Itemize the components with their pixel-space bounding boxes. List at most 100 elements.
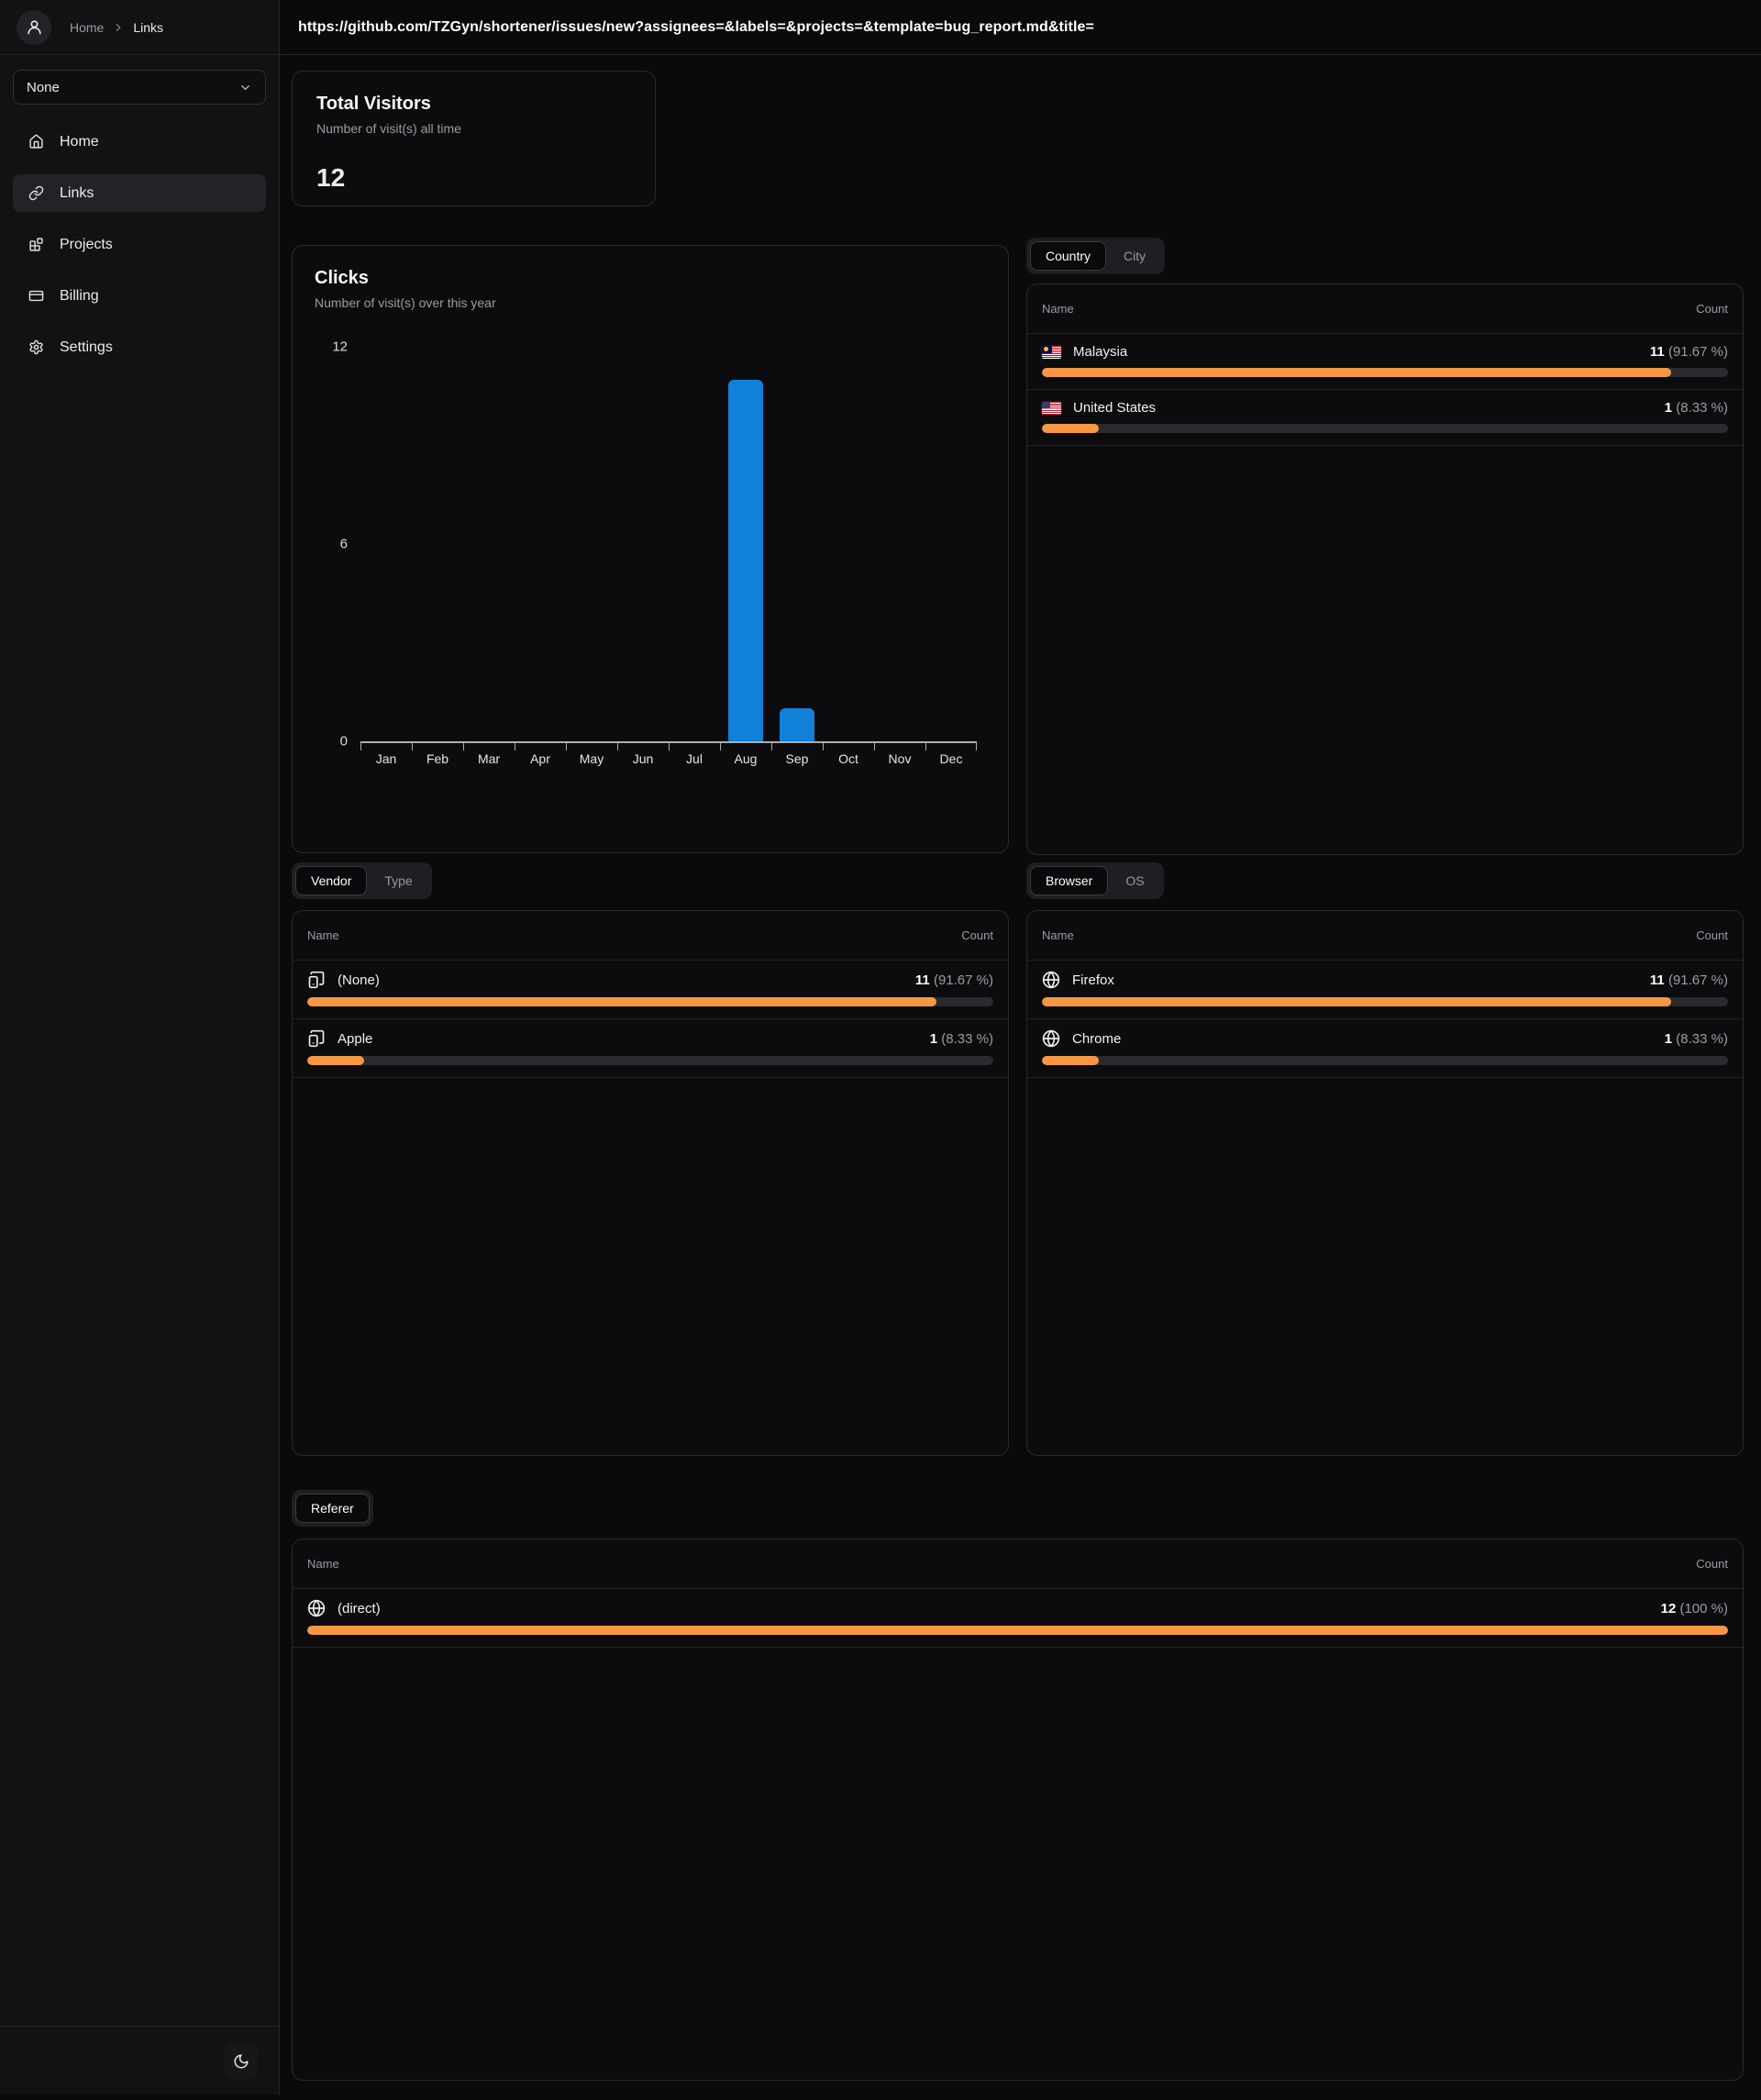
bar-sep: [780, 708, 814, 741]
tab-country[interactable]: Country: [1030, 241, 1107, 271]
progress-track: [307, 997, 993, 1006]
table-row: Apple 1 (8.33 %): [293, 1019, 1008, 1078]
chart-bar-slot: [669, 347, 720, 741]
clicks-subtitle: Number of visit(s) over this year: [315, 295, 496, 310]
x-tick-label: May: [566, 743, 617, 766]
row-count: 11 (91.67 %): [1649, 344, 1728, 360]
row-count: 11 (91.67 %): [914, 972, 993, 988]
breadcrumb: Home Links: [70, 20, 163, 35]
user-avatar-button[interactable]: [17, 9, 51, 45]
column-count: Count: [1696, 928, 1728, 942]
location-tabs: Country City: [1026, 238, 1166, 274]
y-tick-label: 12: [332, 339, 348, 355]
chart-bar-slot: [874, 347, 925, 741]
location-section: Country City Name Count Malaysia 11 (91.…: [1026, 238, 1744, 855]
device-card: Name Count (None) 11 (91.67 %): [292, 910, 1009, 1456]
x-tick-label: Mar: [463, 743, 515, 766]
project-select[interactable]: None: [13, 70, 266, 105]
referer-card: Name Count (direct) 12 (100 %): [292, 1539, 1744, 2081]
table-header: Name Count: [1027, 911, 1743, 961]
main-column: https://github.com/TZGyn/shortener/issue…: [280, 0, 1761, 2094]
referer-tabs: Referer: [292, 1490, 373, 1527]
theme-toggle-button[interactable]: [224, 2044, 259, 2079]
chart-bars: [360, 347, 977, 741]
tab-type[interactable]: Type: [369, 866, 427, 895]
x-tick-label: Jul: [669, 743, 720, 766]
column-count: Count: [1696, 302, 1728, 316]
top-header: https://github.com/TZGyn/shortener/issue…: [280, 0, 1761, 55]
progress-fill: [307, 1056, 365, 1065]
tab-browser[interactable]: Browser: [1030, 866, 1109, 895]
link-icon: [28, 185, 44, 201]
tab-os[interactable]: OS: [1110, 866, 1159, 895]
tablet-smartphone-icon: [308, 971, 325, 989]
sidebar-item-label: Projects: [60, 236, 113, 252]
row-count: 12 (100 %): [1660, 1600, 1728, 1617]
user-icon: [27, 20, 41, 35]
sidebar: Home Links None Home Links Projects: [0, 0, 280, 2094]
sidebar-body: None Home Links Projects Billing S: [0, 55, 279, 2026]
clicks-title: Clicks: [315, 268, 369, 288]
chart-bar-slot: [617, 347, 669, 741]
progress-track: [307, 1626, 1728, 1635]
table-header: Name Count: [1027, 284, 1743, 334]
sidebar-item-links[interactable]: Links: [13, 174, 266, 212]
chart-y-axis: 0 6 12: [315, 339, 360, 750]
chart-x-axis: Jan Feb Mar Apr May Jun Jul Aug Sep Oct Nov Dec: [360, 741, 977, 766]
sidebar-nav: Home Links Projects Billing Settings: [13, 123, 266, 366]
tab-city[interactable]: City: [1108, 241, 1161, 271]
total-visitors-subtitle: Number of visit(s) all time: [316, 121, 461, 136]
x-tick-label: Nov: [874, 743, 925, 766]
sidebar-item-label: Home: [60, 133, 99, 150]
sidebar-footer: [0, 2026, 279, 2094]
chart-bar-slot: [515, 347, 566, 741]
tab-referer[interactable]: Referer: [295, 1494, 370, 1523]
bar-aug: [728, 379, 763, 741]
row-count: 11 (91.67 %): [1649, 972, 1728, 988]
sidebar-item-home[interactable]: Home: [13, 123, 266, 161]
referer-section: Referer Name Count (direct) 12 (100 %): [292, 1490, 1744, 2081]
tab-vendor[interactable]: Vendor: [295, 866, 368, 895]
chevron-right-icon: [116, 23, 121, 31]
clicks-card: Clicks Number of visit(s) over this year…: [292, 245, 1009, 853]
chart-bar-slot: [771, 347, 823, 741]
sidebar-item-billing[interactable]: Billing: [13, 277, 266, 315]
column-name: Name: [1042, 302, 1074, 316]
column-name: Name: [307, 1557, 339, 1571]
progress-track: [1042, 1056, 1728, 1065]
sidebar-item-projects[interactable]: Projects: [13, 226, 266, 263]
progress-track: [1042, 424, 1728, 433]
chart-bar-slot: [566, 347, 617, 741]
x-tick-label: Sep: [771, 743, 823, 766]
progress-track: [1042, 368, 1728, 377]
chart-bar-slot: [360, 347, 412, 741]
malaysia-flag-icon: [1042, 345, 1061, 359]
sidebar-item-label: Settings: [60, 339, 113, 355]
x-tick-label: Apr: [515, 743, 566, 766]
project-select-value: None: [27, 79, 60, 95]
x-tick-label: Jan: [360, 743, 412, 766]
chart-bar-slot: [720, 347, 771, 741]
table-header: Name Count: [293, 911, 1008, 961]
progress-fill: [1042, 997, 1671, 1006]
x-tick-label: Dec: [925, 743, 977, 766]
y-tick-label: 6: [339, 536, 348, 552]
sidebar-item-label: Links: [60, 184, 94, 201]
total-visitors-title: Total Visitors: [316, 94, 431, 114]
chart-bar-slot: [823, 347, 874, 741]
progress-track: [1042, 997, 1728, 1006]
breadcrumb-home-link[interactable]: Home: [70, 19, 105, 35]
row-count: 1 (8.33 %): [1664, 1030, 1728, 1047]
destination-url[interactable]: https://github.com/TZGyn/shortener/issue…: [298, 18, 1094, 35]
sidebar-item-settings[interactable]: Settings: [13, 328, 266, 366]
location-card: Name Count Malaysia 11 (91.67 %): [1026, 283, 1744, 855]
browser-section: Browser OS Name Count Firefox 11 (91.67 …: [1026, 862, 1744, 1456]
column-count: Count: [1696, 1557, 1728, 1571]
table-row: Malaysia 11 (91.67 %): [1027, 334, 1743, 390]
total-visitors-value: 12: [316, 163, 346, 192]
globe-icon: [1042, 971, 1060, 989]
globe-icon: [307, 1599, 326, 1617]
chart-bar-slot: [925, 347, 977, 741]
progress-fill: [1042, 1056, 1100, 1065]
device-section: Vendor Type Name Count (None) 11 (91.67 …: [292, 862, 1009, 1456]
